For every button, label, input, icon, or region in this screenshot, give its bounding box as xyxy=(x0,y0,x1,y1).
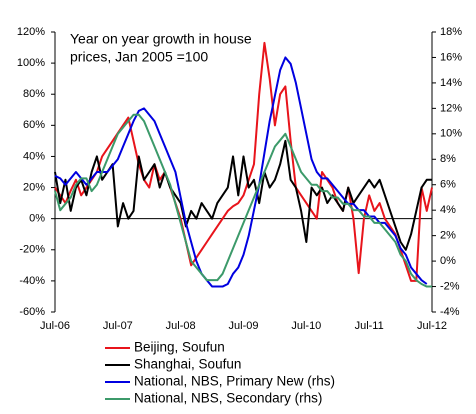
x-tick-label: Jul-10 xyxy=(291,320,321,332)
x-tick-label: Jul-08 xyxy=(166,320,196,332)
y2-tick-label: 6% xyxy=(440,179,456,191)
y-tick-label: 60% xyxy=(23,119,45,131)
y-tick-label: -20% xyxy=(19,244,45,256)
y2-tick-label: 2% xyxy=(440,230,456,242)
legend-label: Beijing, Soufun xyxy=(134,340,225,355)
legend-label: National, NBS, Secondary (rhs) xyxy=(134,391,322,406)
y2-tick-label: -4% xyxy=(440,306,460,318)
y2-tick-label: 12% xyxy=(440,102,462,114)
y-tick-label: 40% xyxy=(23,150,45,162)
x-tick-label: Jul-11 xyxy=(355,320,384,332)
legend-label: National, NBS, Primary New (rhs) xyxy=(134,374,335,389)
y2-tick-label: 8% xyxy=(440,153,456,165)
y2-tick-label: 18% xyxy=(440,26,462,38)
y-tick-label: 120% xyxy=(17,26,45,38)
x-tick-label: Jul-06 xyxy=(40,320,70,332)
y2-tick-label: 14% xyxy=(440,77,462,89)
series-line xyxy=(54,113,432,288)
y2-tick-label: 0% xyxy=(440,255,456,267)
x-tick-label: Jul-07 xyxy=(103,320,133,332)
series-line xyxy=(54,139,432,251)
chart-title: prices, Jan 2005 =100 xyxy=(70,49,208,65)
x-tick-label: Jul-12 xyxy=(417,320,447,332)
y-tick-label: 0% xyxy=(29,213,45,225)
chart-title: Year on year growth in house xyxy=(70,31,252,47)
y-tick-label: 20% xyxy=(23,181,45,193)
y-tick-label: -40% xyxy=(19,275,45,287)
y2-tick-label: 16% xyxy=(440,51,462,63)
y-tick-label: -60% xyxy=(19,306,45,318)
y2-tick-label: 4% xyxy=(440,204,456,216)
y-tick-label: 100% xyxy=(17,57,45,69)
legend-label: Shanghai, Soufun xyxy=(134,357,241,372)
y-tick-label: 80% xyxy=(23,88,45,100)
y2-tick-label: 10% xyxy=(440,128,462,140)
x-tick-label: Jul-09 xyxy=(229,320,259,332)
y2-tick-label: -2% xyxy=(440,280,460,292)
series-line xyxy=(54,56,428,288)
